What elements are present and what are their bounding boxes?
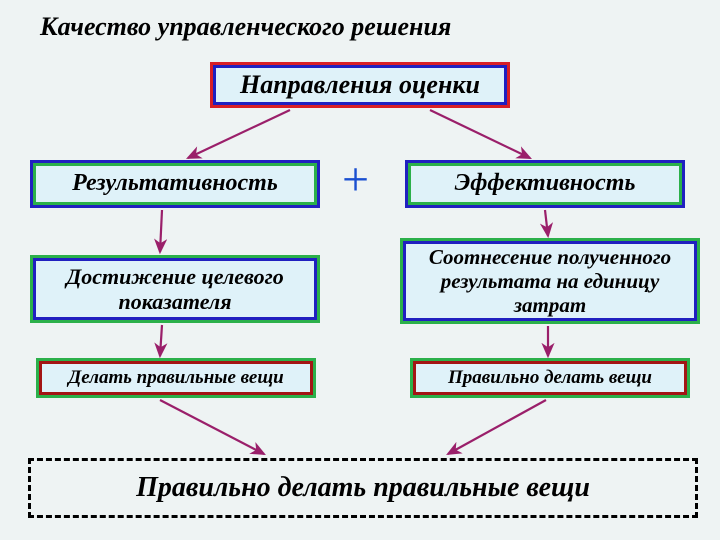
box-text: Результативность (72, 170, 278, 198)
box-text: Направления оценки (240, 70, 480, 100)
box-do-right-things: Делать правильные вещи (36, 358, 316, 398)
page-title: Качество управленческого решения (40, 12, 451, 42)
box-target-achievement: Достижение целевого показателя (30, 255, 320, 323)
box-text: Эффективность (455, 170, 636, 198)
box-efficiency-right: Эффективность (405, 160, 685, 208)
box-directions: Направления оценки (210, 62, 510, 108)
box-text: Соотнесение полученного результата на ед… (411, 245, 689, 317)
box-do-things-right: Правильно делать вещи (410, 358, 690, 398)
plus-symbol: + (342, 152, 369, 207)
box-text: Делать правильные вещи (68, 367, 283, 389)
box-text: Достижение целевого показателя (41, 264, 309, 315)
conclusion-text: Правильно делать правильные вещи (136, 472, 590, 504)
conclusion-box: Правильно делать правильные вещи (28, 458, 698, 518)
box-effectiveness-left: Результативность (30, 160, 320, 208)
box-text: Правильно делать вещи (448, 367, 652, 389)
box-result-ratio: Соотнесение полученного результата на ед… (400, 238, 700, 324)
